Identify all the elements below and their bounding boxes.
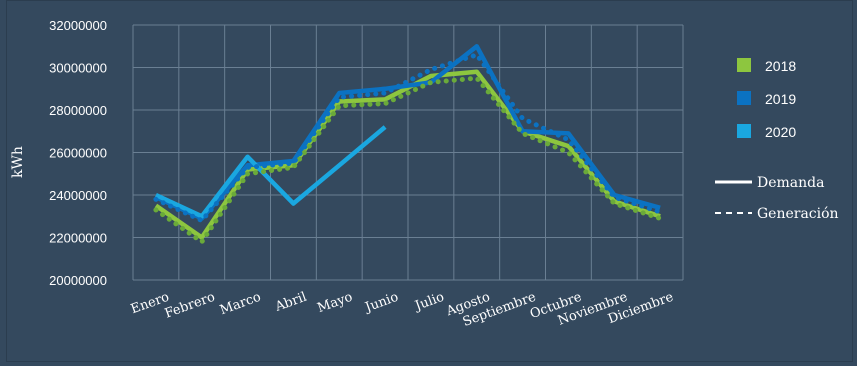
legend-label: Demanda xyxy=(757,175,824,191)
y-tick-label: 20000000 xyxy=(49,273,107,288)
y-tick-label: 26000000 xyxy=(49,146,107,161)
legend-swatch xyxy=(737,58,751,72)
legend-label: 2020 xyxy=(765,124,796,140)
series-line-2020-demanda xyxy=(154,125,387,219)
legend-label: 2018 xyxy=(765,58,796,74)
legend: 2018 2019 2020 Demanda Generación xyxy=(715,58,839,222)
y-tick-label: 22000000 xyxy=(49,231,107,246)
x-tick-label: Abril xyxy=(272,290,308,315)
series-line-2019-demanda xyxy=(154,44,661,221)
legend-swatch xyxy=(737,124,751,138)
x-tick-label: Marco xyxy=(218,290,263,319)
legend-label: Generación xyxy=(757,206,839,222)
x-tick-label: Febrero xyxy=(163,290,217,322)
y-axis-label: kWh xyxy=(10,146,26,178)
legend-swatch xyxy=(737,91,751,105)
series-line-2018-generacion xyxy=(153,75,663,245)
y-axis-ticks: 20000000 22000000 24000000 26000000 28000000… xyxy=(49,18,107,288)
grid-lines xyxy=(132,24,684,281)
y-tick-label: 32000000 xyxy=(49,18,107,33)
x-tick-label: Julio xyxy=(411,290,446,315)
y-tick-label: 24000000 xyxy=(49,188,107,203)
y-tick-label: 28000000 xyxy=(49,103,107,118)
x-tick-label: Junio xyxy=(362,290,401,316)
legend-label: 2019 xyxy=(765,91,796,107)
series-lines xyxy=(153,44,663,245)
chart-frame xyxy=(6,0,853,362)
series-line-2019-generacion xyxy=(153,52,663,223)
x-tick-label: Mayo xyxy=(315,290,354,317)
y-tick-label: 30000000 xyxy=(49,61,107,76)
